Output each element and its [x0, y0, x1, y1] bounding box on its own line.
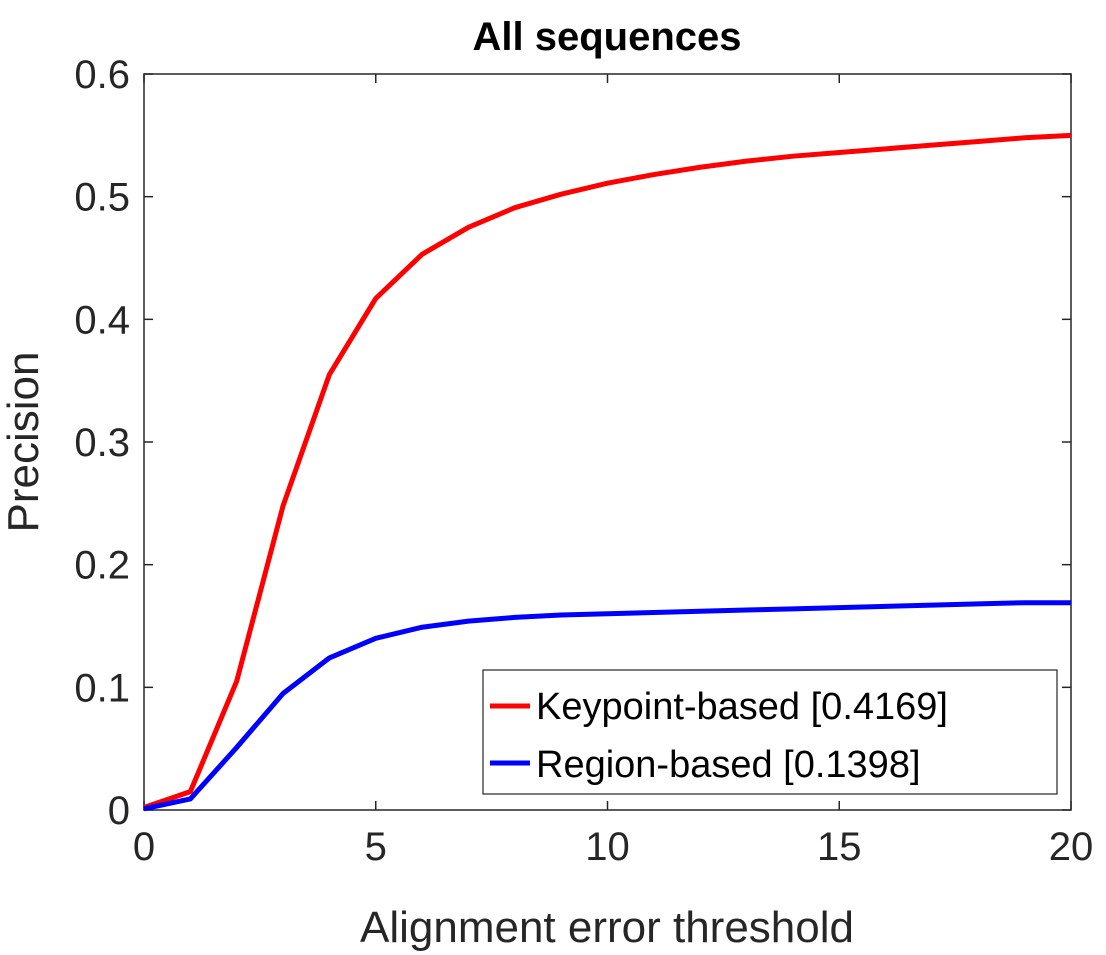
- y-tick-label: 0: [108, 789, 130, 833]
- x-tick-label: 15: [817, 825, 862, 869]
- y-tick-label: 0.3: [74, 421, 130, 465]
- series-lines: [143, 132, 1072, 812]
- y-tick-label: 0.4: [74, 298, 130, 342]
- series-line-keypoint: [143, 132, 1072, 810]
- series-line-region: [143, 600, 1071, 812]
- legend-label-region: Region-based [0.1398]: [536, 744, 921, 786]
- axis-tick-labels: 0 5 10 15 20 0 0.1 0.2 0.3 0.4 0.5 0.6: [74, 53, 1093, 869]
- x-tick-label: 5: [365, 825, 387, 869]
- y-tick-label: 0.2: [74, 544, 130, 588]
- y-axis-label: Precision: [0, 352, 48, 533]
- axis-ticks: [143, 73, 1072, 811]
- x-tick-label: 0: [133, 825, 155, 869]
- x-axis-label: Alignment error threshold: [360, 903, 854, 952]
- y-tick-label: 0.6: [74, 53, 130, 97]
- y-tick-label: 0.1: [74, 666, 130, 710]
- legend: Keypoint-based [0.4169] Region-based [0.…: [482, 669, 1058, 795]
- legend-label-keypoint: Keypoint-based [0.4169]: [536, 686, 948, 728]
- y-tick-label: 0.5: [74, 176, 130, 220]
- x-tick-label: 10: [585, 825, 630, 869]
- x-tick-label: 20: [1049, 825, 1094, 869]
- legend-box: [482, 669, 1058, 795]
- chart-title: All sequences: [472, 15, 741, 59]
